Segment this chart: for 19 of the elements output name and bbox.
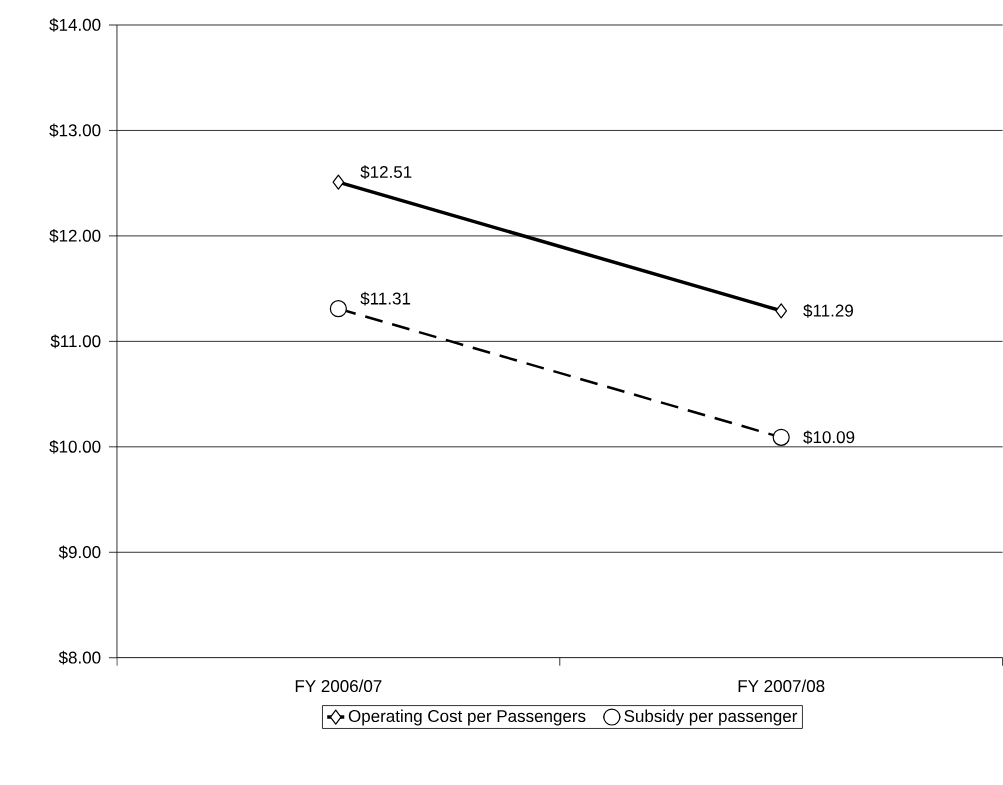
data-label: $11.31 [360, 291, 411, 306]
data-label: $10.09 [803, 430, 855, 445]
point [775, 303, 788, 319]
y-tick-label: $11.00 [50, 334, 101, 349]
y-tick-label: $10.00 [49, 440, 101, 454]
data-label: $11.29 [803, 304, 853, 318]
y-tick-label: $8.00 [58, 651, 101, 665]
y-tick-label: $9.00 [58, 545, 101, 560]
legend-label: Operating Cost per Passengers [348, 709, 586, 726]
x-tick-label: FY 2006/07 [295, 679, 382, 693]
data-label: $12.51 [360, 165, 412, 180]
y-tick-label: $14.00 [49, 18, 101, 33]
point [332, 174, 345, 190]
point [772, 428, 790, 447]
y-tick-label: $13.00 [49, 123, 101, 138]
point [329, 300, 347, 318]
x-tick-label: FY 2007/08 [738, 679, 825, 693]
legend-label: Subsidy per passenger [624, 709, 798, 726]
y-tick-label: $12.00 [49, 229, 101, 243]
